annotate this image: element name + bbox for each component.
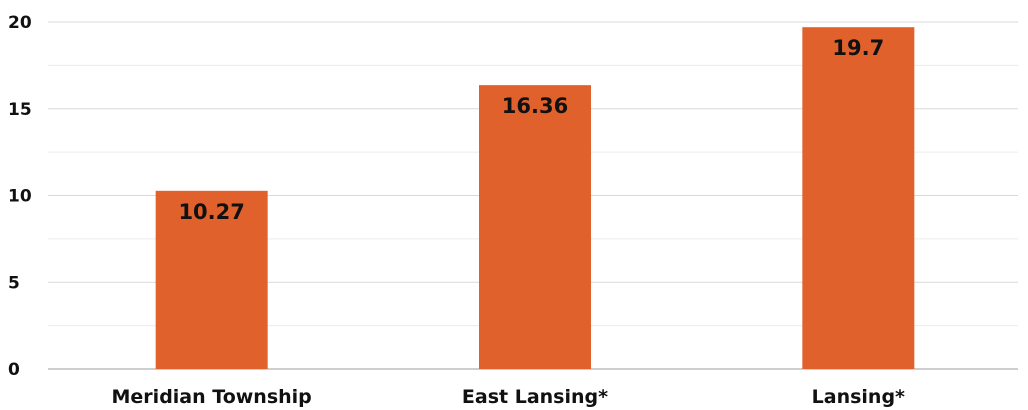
y-tick-label: 20 bbox=[8, 13, 32, 33]
bars bbox=[155, 27, 915, 370]
y-tick-label: 0 bbox=[8, 360, 20, 380]
x-category-label: Meridian Township bbox=[112, 386, 312, 408]
bar bbox=[802, 27, 915, 370]
bar bbox=[155, 190, 268, 369]
x-category-label: Lansing* bbox=[812, 386, 905, 408]
data-label: 16.36 bbox=[502, 94, 568, 118]
x-category-label: East Lansing* bbox=[462, 386, 608, 408]
y-tick-label: 15 bbox=[8, 100, 32, 120]
y-axis-ticks: 0 5 10 15 20 bbox=[8, 13, 32, 380]
data-label: 10.27 bbox=[178, 200, 244, 224]
y-tick-label: 10 bbox=[8, 187, 32, 207]
x-axis-categories: Meridian Township East Lansing* Lansing* bbox=[112, 386, 906, 408]
data-label: 19.7 bbox=[832, 36, 884, 60]
y-tick-label: 5 bbox=[8, 273, 20, 293]
data-labels: 10.27 16.36 19.7 bbox=[178, 36, 884, 224]
bar bbox=[479, 85, 591, 370]
